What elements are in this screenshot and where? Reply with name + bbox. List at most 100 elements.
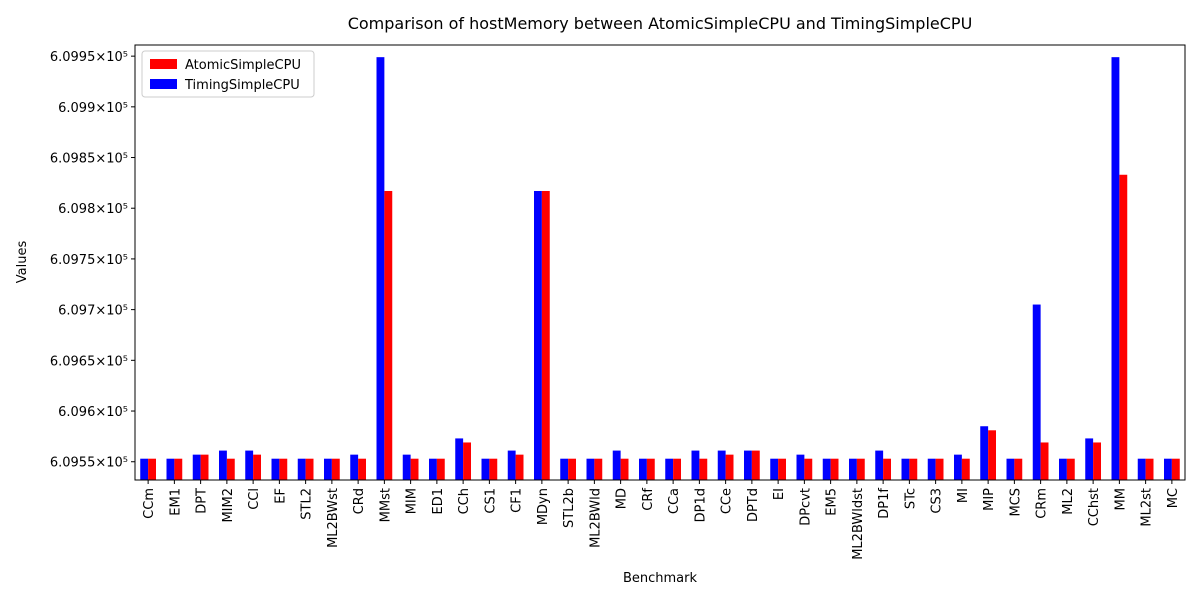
x-tick-label: CRd bbox=[352, 488, 367, 514]
bar bbox=[586, 458, 595, 480]
bar bbox=[804, 458, 813, 480]
bar bbox=[1137, 458, 1146, 480]
legend-box bbox=[141, 50, 315, 98]
bar bbox=[1085, 438, 1094, 480]
bar bbox=[620, 458, 629, 480]
x-tick-label: ML2BWst bbox=[326, 488, 341, 548]
bar bbox=[725, 454, 734, 480]
bar bbox=[856, 458, 865, 480]
bar bbox=[796, 454, 805, 480]
bar bbox=[822, 458, 831, 480]
bar bbox=[849, 458, 857, 480]
x-tick-label: MM bbox=[1113, 488, 1128, 510]
y-tick-label: 6.0975×10⁵ bbox=[50, 253, 128, 268]
x-tick-label: MDyn bbox=[536, 488, 551, 525]
y-tick-label: 6.097×10⁵ bbox=[58, 304, 128, 319]
x-tick-label: EF bbox=[273, 488, 288, 504]
x-tick-label: STc bbox=[903, 488, 918, 509]
x-tick-label: CCe bbox=[720, 488, 735, 514]
bar bbox=[219, 450, 227, 480]
bar bbox=[436, 458, 445, 480]
bar bbox=[140, 458, 149, 480]
bar bbox=[1145, 458, 1154, 480]
x-tick-label: ML2 bbox=[1061, 488, 1076, 515]
bar bbox=[226, 458, 235, 480]
y-tick-label: 6.099×10⁵ bbox=[58, 101, 128, 116]
x-tick-label: DP1f bbox=[877, 488, 892, 519]
x-tick-label: CCm bbox=[142, 488, 157, 519]
bar bbox=[673, 458, 681, 480]
bar bbox=[331, 458, 340, 480]
bar bbox=[639, 458, 647, 480]
bar bbox=[463, 442, 471, 480]
x-tick-label: CCa bbox=[667, 488, 682, 514]
bar bbox=[1059, 458, 1067, 480]
y-tick-label: 6.098×10⁵ bbox=[58, 202, 128, 217]
y-tick-label: 6.0955×10⁵ bbox=[50, 456, 128, 471]
bar bbox=[192, 454, 201, 480]
bar bbox=[1014, 458, 1023, 480]
bar bbox=[515, 454, 524, 480]
bar bbox=[148, 458, 156, 480]
x-tick-label: EI bbox=[772, 488, 787, 500]
x-tick-label: CCl bbox=[247, 488, 262, 510]
bar bbox=[174, 458, 183, 480]
bar bbox=[770, 458, 779, 480]
x-tick-label: CS3 bbox=[930, 488, 945, 514]
x-tick-label: MMst bbox=[378, 488, 393, 522]
bar bbox=[489, 458, 498, 480]
x-tick-label: MIM bbox=[405, 488, 420, 514]
legend-swatch bbox=[150, 59, 177, 69]
bar bbox=[1119, 174, 1128, 480]
bar bbox=[1006, 458, 1015, 480]
legend-label: AtomicSimpleCPU bbox=[185, 58, 301, 73]
bar bbox=[534, 190, 542, 480]
bar bbox=[507, 450, 516, 480]
x-tick-label: CCh bbox=[457, 488, 472, 514]
bar bbox=[568, 458, 576, 480]
x-tick-label: CRm bbox=[1035, 488, 1050, 519]
bar bbox=[455, 438, 464, 480]
bar bbox=[875, 450, 884, 480]
y-tick-label: 6.0995×10⁵ bbox=[50, 50, 128, 65]
bar bbox=[901, 458, 910, 480]
x-tick-label: DPTd bbox=[746, 488, 761, 522]
x-tick-label: MD bbox=[615, 488, 630, 509]
bar bbox=[1040, 442, 1049, 480]
bar bbox=[699, 458, 708, 480]
bar bbox=[909, 458, 918, 480]
bar bbox=[402, 454, 411, 480]
bar bbox=[305, 458, 314, 480]
x-tick-label: CF1 bbox=[510, 488, 525, 513]
bar bbox=[358, 458, 366, 480]
bar bbox=[410, 458, 419, 480]
x-axis-label: Benchmark bbox=[623, 571, 698, 586]
bar bbox=[376, 57, 385, 481]
x-tick-label: DPcvt bbox=[798, 488, 813, 526]
y-tick-label: 6.0965×10⁵ bbox=[50, 354, 128, 369]
y-tick-label: 6.0985×10⁵ bbox=[50, 152, 128, 167]
x-tick-label: STL2 bbox=[300, 488, 315, 520]
bar bbox=[927, 458, 936, 480]
bar bbox=[612, 450, 621, 480]
x-tick-label: CChst bbox=[1087, 488, 1102, 526]
bar bbox=[751, 450, 760, 480]
bar bbox=[350, 454, 359, 480]
bar bbox=[166, 458, 175, 480]
x-tick-label: EM1 bbox=[168, 488, 183, 516]
plot-frame bbox=[134, 44, 1186, 481]
bar bbox=[717, 450, 726, 480]
bar bbox=[429, 458, 437, 480]
x-tick-label: MCS bbox=[1008, 488, 1023, 517]
bar bbox=[1111, 57, 1120, 481]
y-tick-label: 6.096×10⁵ bbox=[58, 405, 128, 420]
bar bbox=[1171, 458, 1180, 480]
bar bbox=[481, 458, 490, 480]
bar bbox=[1032, 304, 1041, 480]
x-tick-label: MC bbox=[1166, 488, 1181, 508]
bar bbox=[744, 450, 752, 480]
x-tick-label: ML2st bbox=[1140, 488, 1155, 527]
bar bbox=[883, 458, 891, 480]
x-tick-label: ML2BWldst bbox=[851, 488, 866, 560]
bar bbox=[560, 458, 569, 480]
